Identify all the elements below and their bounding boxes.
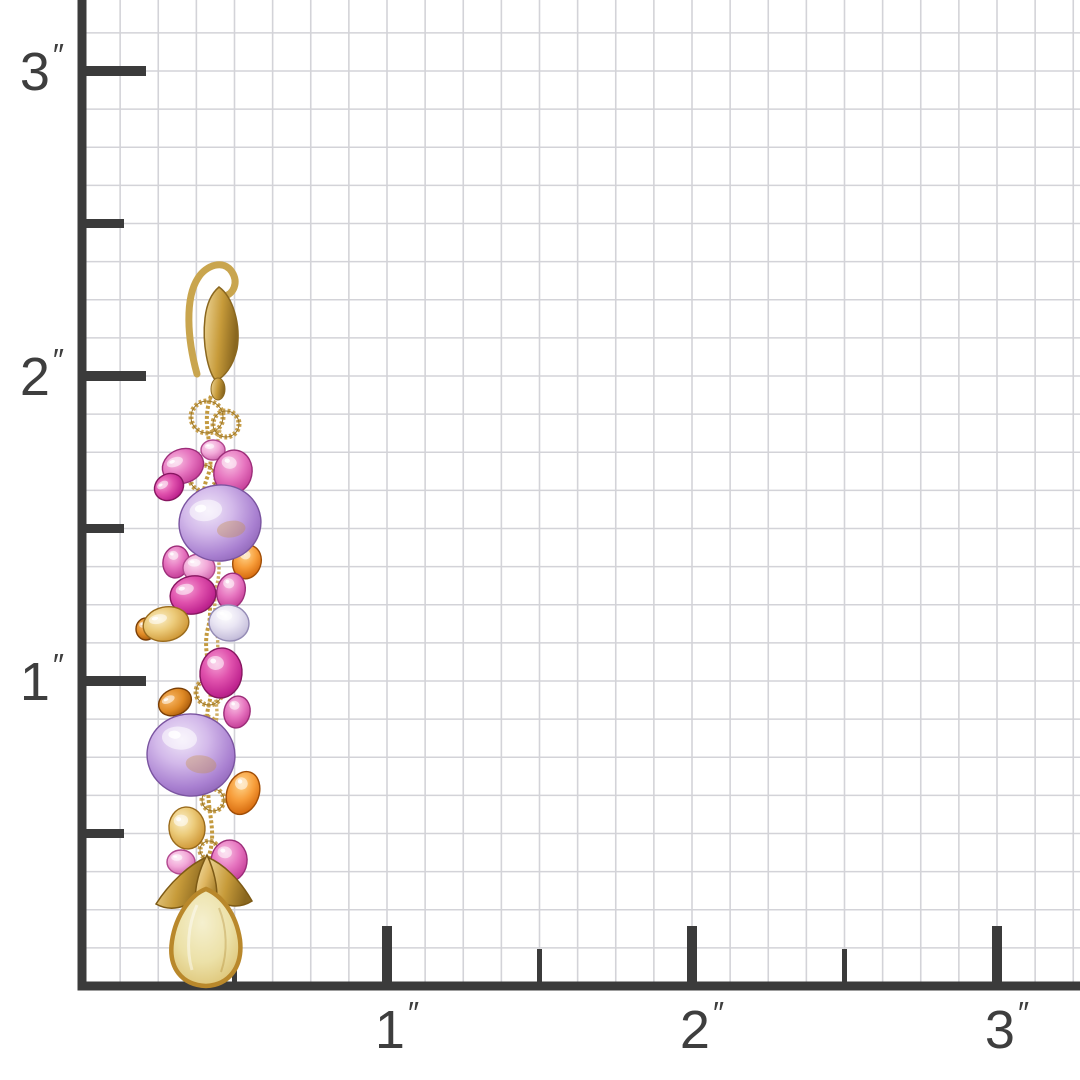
gem-bead-citrineChamp <box>142 605 190 643</box>
gem-bead-sparkle <box>237 779 243 784</box>
gem-bead-body <box>223 695 251 729</box>
x-axis-tick <box>382 926 392 991</box>
gem-bead-sparkle <box>224 458 230 463</box>
ruler-labels: 3″ 2″ 1″ 1″ 2″ 3″ <box>20 38 1029 1060</box>
gem-bead-highlight <box>189 499 223 522</box>
gold-chain-strand <box>201 395 215 885</box>
y-axis-tick <box>77 371 146 381</box>
gem-bead-pinkLight <box>200 439 226 461</box>
gem-bead-highlight <box>175 583 194 595</box>
x-axis-line <box>77 981 1080 991</box>
gem-bead-sparkle <box>190 560 195 564</box>
gem-bead-citrineChamp <box>168 806 206 850</box>
gem-bead-sparkle <box>178 586 185 591</box>
gem-bead-highlight <box>204 443 215 450</box>
gem-bead-amethyst <box>178 484 262 562</box>
gem-bead-sparkle <box>151 616 159 621</box>
y-axis-tick <box>77 676 146 686</box>
gem-bead-sparkle <box>225 579 230 584</box>
gem-bead-orangeDeep <box>157 687 193 717</box>
y-axis-tick <box>77 66 146 76</box>
amethyst-inclusion <box>216 520 246 538</box>
tick-label: 1″ <box>375 996 419 1060</box>
gem-bead-fuchsia <box>169 575 217 615</box>
earring-bail <box>210 377 226 401</box>
gem-bead-silverLav <box>208 604 250 642</box>
x-axis-tick <box>992 926 1002 991</box>
gem-bead-pinkMid <box>213 449 253 495</box>
gem-bead-highlight <box>187 558 201 567</box>
gem-bead-sparkle <box>170 552 174 556</box>
citrine-drop-facet-line <box>218 907 227 973</box>
gem-bead-sparkle <box>231 702 235 706</box>
gemstone-beads <box>135 439 263 883</box>
tick-label: 2″ <box>20 343 64 407</box>
tick-label: 2″ <box>680 996 724 1060</box>
citrine-drop-facet-line <box>187 904 199 971</box>
gem-bead-body <box>225 770 261 816</box>
gem-bead-sparkle <box>219 611 225 616</box>
earring-hook-wire <box>185 261 239 378</box>
gem-bead-highlight <box>166 456 183 468</box>
gem-bead-sparkle <box>194 504 207 513</box>
earring-hook-leaf <box>203 286 239 382</box>
gem-bead-amethyst <box>146 713 236 797</box>
gem-bead-sparkle <box>163 698 169 702</box>
tick-label: 1″ <box>20 648 64 712</box>
gem-bead-fuchsia <box>199 647 243 699</box>
gem-bead-sparkle <box>173 855 178 858</box>
chain-ring-shade <box>212 410 240 438</box>
x-axis-tick <box>537 949 542 991</box>
x-axis-tick <box>842 949 847 991</box>
gem-bead-sparkle <box>210 658 217 664</box>
x-axis-tick <box>687 926 697 991</box>
chain-ring-shade <box>190 400 224 434</box>
citrine-drop-stone <box>169 886 243 989</box>
y-axis-tick <box>77 524 124 533</box>
gem-bead-sparkle <box>168 730 181 739</box>
tick-label: 3″ <box>985 996 1029 1060</box>
gem-bead-sparkle <box>220 848 226 853</box>
gem-bead-body <box>157 687 193 717</box>
gem-bead-highlight <box>161 695 175 705</box>
y-axis-tick <box>77 829 124 838</box>
gem-bead-pinkMid <box>215 572 247 610</box>
y-axis-line <box>77 0 87 991</box>
gem-bead-highlight <box>157 480 169 490</box>
gem-bead-highlight <box>148 614 167 625</box>
gem-bead-pinkLight <box>182 553 216 583</box>
amethyst-inclusion <box>185 755 217 774</box>
tick-label: 3″ <box>20 38 64 102</box>
gem-bead-sparkle <box>206 444 210 447</box>
measurement-grid <box>82 0 1080 986</box>
gem-bead-body <box>153 472 185 502</box>
gem-bead-sparkle <box>140 622 144 626</box>
earring-photo <box>135 261 263 989</box>
y-axis-tick <box>77 219 124 228</box>
gem-bead-pinkMid <box>223 695 251 729</box>
gem-bead-orangeBright <box>225 770 261 816</box>
gem-bead-highlight <box>171 854 183 861</box>
gem-bead-sparkle <box>158 483 163 487</box>
gem-bead-sparkle <box>176 817 182 822</box>
gem-bead-body <box>146 713 236 797</box>
citrine-pear-drop <box>169 886 243 989</box>
ruler-axes <box>77 0 1080 991</box>
gem-bead-sparkle <box>169 459 175 464</box>
gem-bead-body <box>208 604 250 642</box>
gem-bead-fuchsia <box>153 472 185 502</box>
